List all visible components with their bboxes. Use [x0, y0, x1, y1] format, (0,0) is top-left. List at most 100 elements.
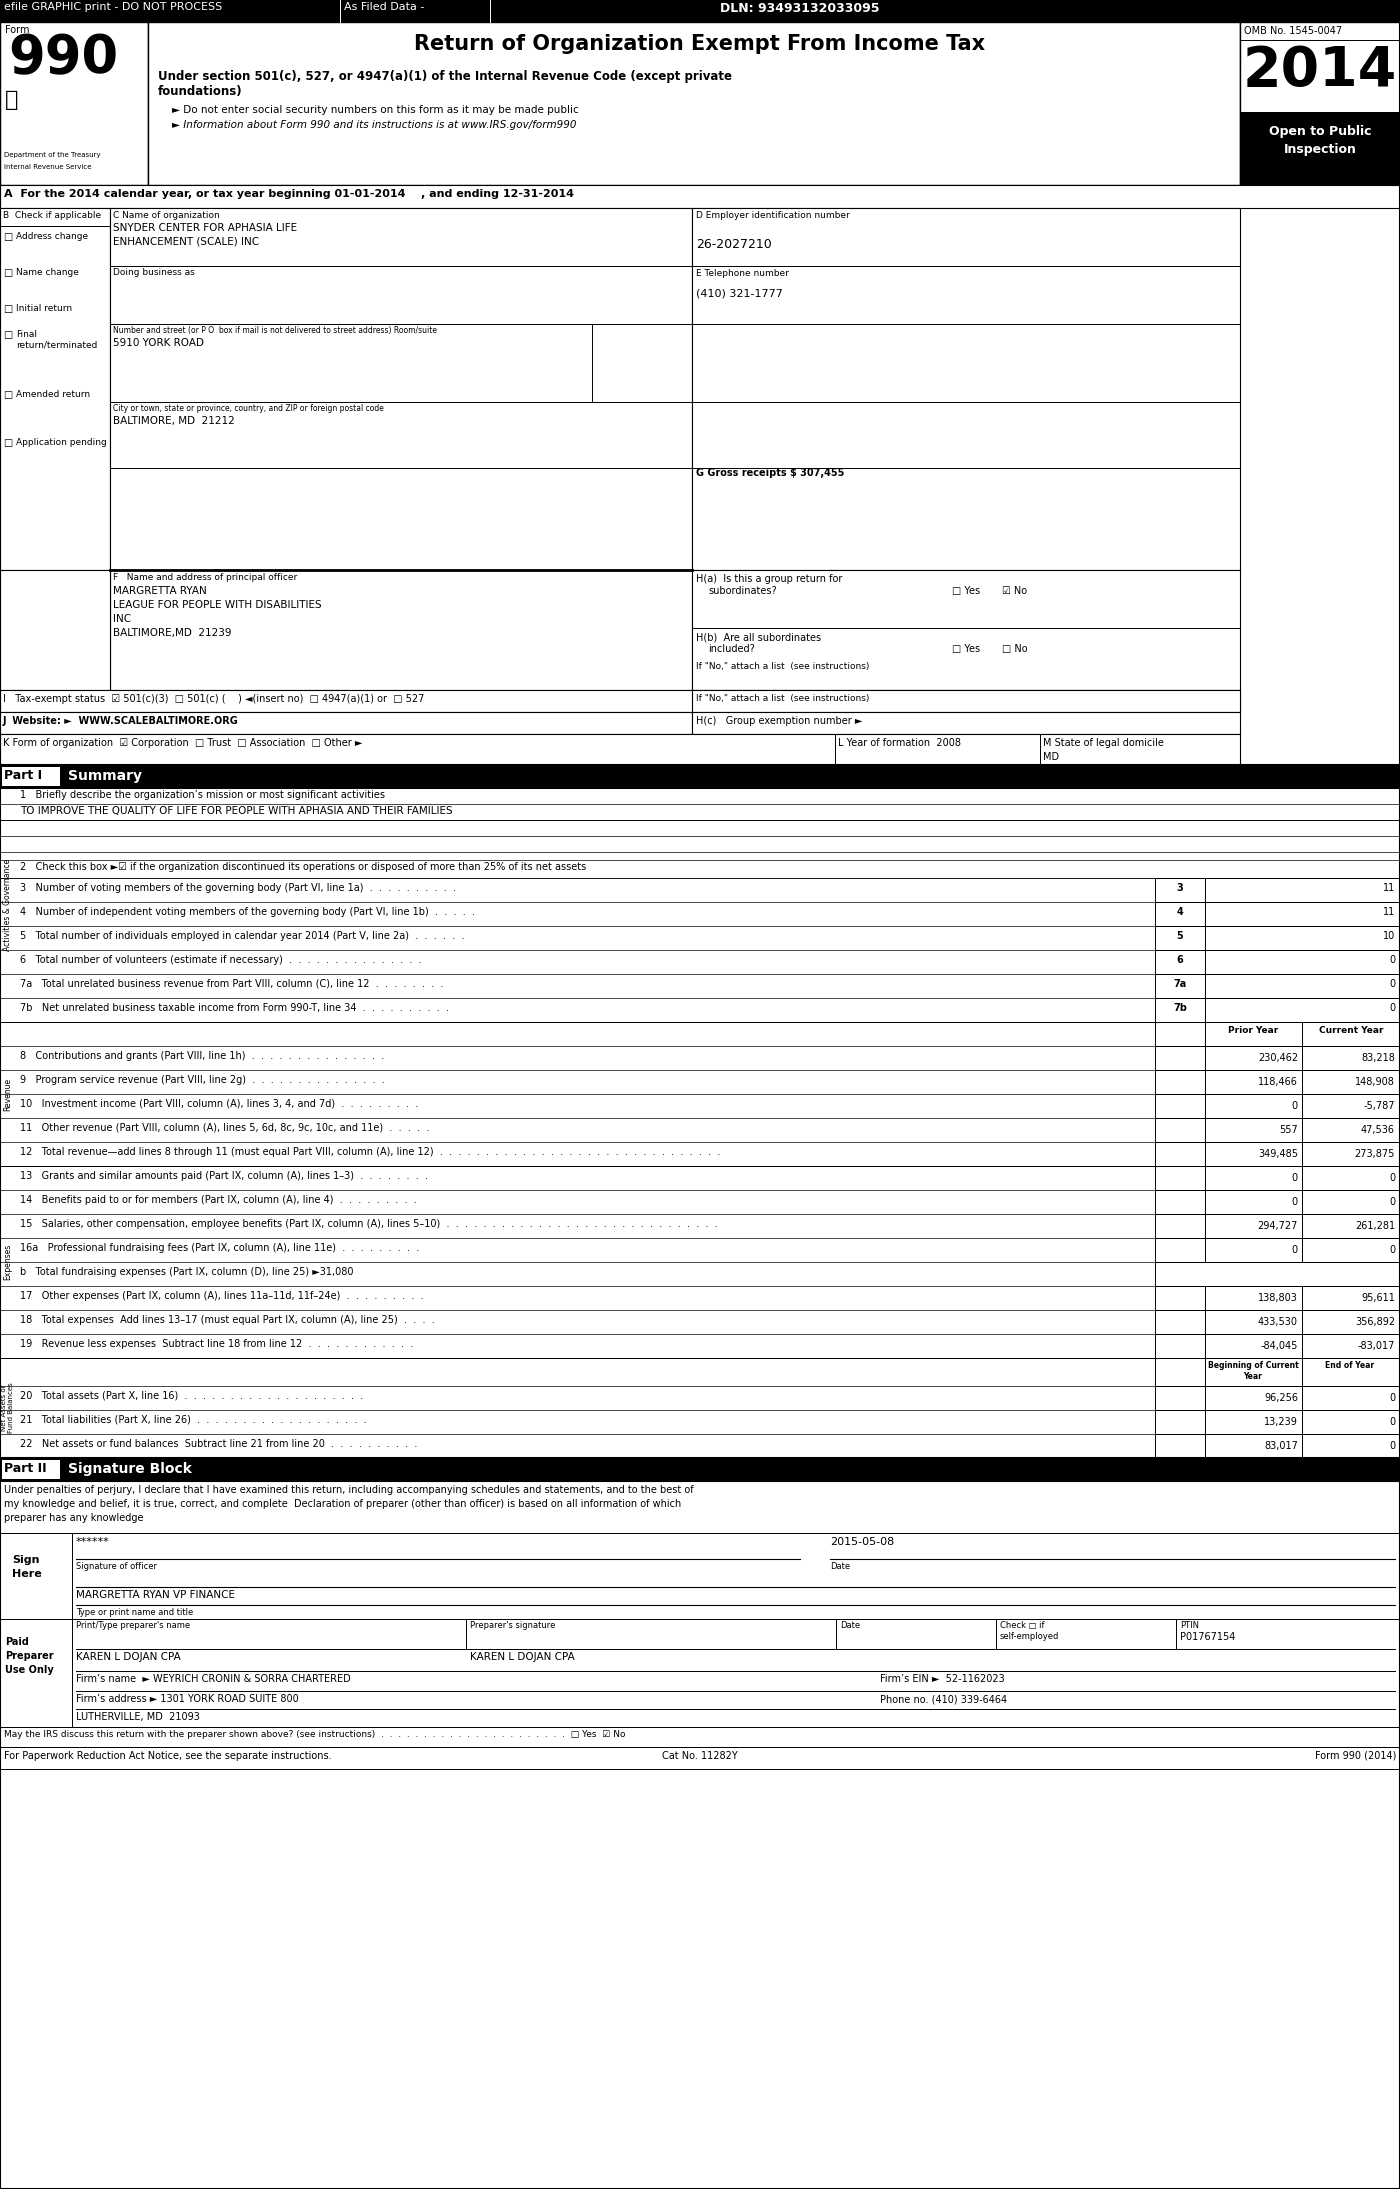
Text: Type or print name and title: Type or print name and title [76, 1609, 193, 1618]
Text: P01767154: P01767154 [1180, 1633, 1235, 1642]
Text: 6: 6 [1176, 954, 1183, 965]
Text: End of Year: End of Year [1326, 1362, 1375, 1370]
Bar [1302, 1022, 1399, 1046]
Bar [1205, 1434, 1302, 1458]
Bar [1205, 1239, 1302, 1263]
Bar [1302, 1434, 1399, 1458]
Text: BALTIMORE, MD  21212: BALTIMORE, MD 21212 [113, 416, 235, 427]
Text: 230,462: 230,462 [1257, 1053, 1298, 1064]
Bar [1302, 1239, 1399, 1263]
Text: 9   Program service revenue (Part VIII, line 2g)  .  .  .  .  .  .  .  .  .  .  : 9 Program service revenue (Part VIII, li… [20, 1075, 385, 1086]
Bar [0, 1094, 1155, 1119]
Text: 0: 0 [1292, 1173, 1298, 1182]
Bar [1205, 1046, 1302, 1070]
Bar [0, 1434, 1155, 1458]
Text: Prior Year: Prior Year [1228, 1027, 1278, 1035]
Bar [1205, 1333, 1302, 1357]
Bar [1205, 974, 1400, 998]
Bar [1205, 950, 1400, 974]
Text: Sign: Sign [13, 1554, 39, 1565]
Bar [1155, 974, 1205, 998]
Bar [1155, 1285, 1205, 1309]
Text: INC: INC [113, 613, 132, 624]
Text: 0: 0 [1389, 1197, 1394, 1206]
Bar [692, 569, 1240, 690]
Text: Application pending: Application pending [15, 438, 106, 447]
Text: 10   Investment income (Part VIII, column (A), lines 3, 4, and 7d)  .  .  .  .  : 10 Investment income (Part VIII, column … [20, 1099, 419, 1110]
Bar [0, 1532, 71, 1620]
Text: C Name of organization: C Name of organization [113, 210, 220, 221]
Bar [1205, 1070, 1302, 1094]
Bar [1302, 1215, 1399, 1239]
Text: D Employer identification number: D Employer identification number [696, 210, 850, 221]
Bar [0, 1215, 1155, 1239]
Text: 3: 3 [1176, 882, 1183, 893]
Text: 3   Number of voting members of the governing body (Part VI, line 1a)  .  .  .  : 3 Number of voting members of the govern… [20, 882, 456, 893]
Text: 5   Total number of individuals employed in calendar year 2014 (Part V, line 2a): 5 Total number of individuals employed i… [20, 930, 465, 941]
Text: Name change: Name change [15, 267, 78, 278]
Bar [0, 1620, 71, 1727]
Bar [1302, 1143, 1399, 1167]
Bar [0, 1458, 1400, 1482]
Bar [0, 926, 1155, 950]
Text: Signature of officer: Signature of officer [76, 1563, 157, 1572]
Text: ► Information about Form 990 and its instructions is at www.IRS.gov/form990: ► Information about Form 990 and its ins… [172, 120, 577, 129]
Text: □: □ [3, 304, 13, 313]
Text: E Telephone number: E Telephone number [696, 269, 788, 278]
Bar [0, 878, 1155, 902]
Bar [692, 711, 1240, 733]
Bar [1155, 1119, 1205, 1143]
Text: Firm’s EIN ►  52-1162023: Firm’s EIN ► 52-1162023 [881, 1675, 1005, 1683]
Bar [0, 1239, 1155, 1263]
Text: If "No," attach a list  (see instructions): If "No," attach a list (see instructions… [696, 694, 869, 703]
Bar [1205, 1022, 1302, 1046]
Text: Initial return: Initial return [15, 304, 73, 313]
Bar [1302, 1285, 1399, 1309]
Text: 83,218: 83,218 [1361, 1053, 1394, 1064]
Text: H(b)  Are all subordinates: H(b) Are all subordinates [696, 633, 822, 641]
Bar [0, 1143, 1155, 1167]
Text: M State of legal domicile: M State of legal domicile [1043, 738, 1163, 749]
Bar [1, 766, 60, 786]
Bar [0, 1263, 1155, 1285]
Text: 0: 0 [1292, 1197, 1298, 1206]
Text: 0: 0 [1389, 1003, 1394, 1014]
Text: 10: 10 [1383, 930, 1394, 941]
Text: □ No: □ No [1002, 644, 1028, 655]
Bar [0, 998, 1155, 1022]
Bar [1302, 1119, 1399, 1143]
Text: I   Tax-exempt status  ☑ 501(c)(3)  □ 501(c) (    ) ◄(insert no)  □ 4947(a)(1) o: I Tax-exempt status ☑ 501(c)(3) □ 501(c)… [3, 694, 424, 705]
Bar [1240, 112, 1400, 186]
Bar [0, 860, 1400, 878]
Text: 0: 0 [1389, 1246, 1394, 1254]
Bar [0, 1747, 1400, 1769]
Text: Department of the Treasury: Department of the Treasury [4, 151, 101, 158]
Text: efile GRAPHIC print - DO NOT PROCESS: efile GRAPHIC print - DO NOT PROCESS [4, 2, 223, 11]
Bar [692, 208, 1240, 569]
Text: 433,530: 433,530 [1259, 1318, 1298, 1327]
Text: my knowledge and belief, it is true, correct, and complete  Declaration of prepa: my knowledge and belief, it is true, cor… [4, 1499, 682, 1508]
Text: 8   Contributions and grants (Part VIII, line 1h)  .  .  .  .  .  .  .  .  .  . : 8 Contributions and grants (Part VIII, l… [20, 1051, 384, 1062]
Bar [1155, 1357, 1205, 1386]
Text: 0: 0 [1389, 1173, 1394, 1182]
Text: 0: 0 [1389, 978, 1394, 989]
Text: H(c)   Group exemption number ►: H(c) Group exemption number ► [696, 716, 862, 727]
Text: Form 990 (2014): Form 990 (2014) [1315, 1751, 1396, 1760]
Bar [0, 902, 1155, 926]
Bar [1155, 878, 1205, 902]
Text: 13   Grants and similar amounts paid (Part IX, column (A), lines 1–3)  .  .  .  : 13 Grants and similar amounts paid (Part… [20, 1171, 428, 1182]
Bar [1205, 998, 1400, 1022]
Bar [1205, 1191, 1302, 1215]
Text: ► Do not enter social security numbers on this form as it may be made public: ► Do not enter social security numbers o… [172, 105, 578, 116]
Bar [1155, 1094, 1205, 1119]
Bar [0, 1070, 1155, 1094]
Text: 273,875: 273,875 [1355, 1149, 1394, 1158]
Bar [0, 1532, 1400, 1620]
Text: 21   Total liabilities (Part X, line 26)  .  .  .  .  .  .  .  .  .  .  .  .  . : 21 Total liabilities (Part X, line 26) .… [20, 1414, 367, 1425]
Text: □: □ [3, 267, 13, 278]
Text: Under penalties of perjury, I declare that I have examined this return, includin: Under penalties of perjury, I declare th… [4, 1484, 693, 1495]
Bar [148, 22, 1240, 186]
Bar [0, 974, 1155, 998]
Bar [1155, 1410, 1205, 1434]
Bar [1205, 878, 1400, 902]
